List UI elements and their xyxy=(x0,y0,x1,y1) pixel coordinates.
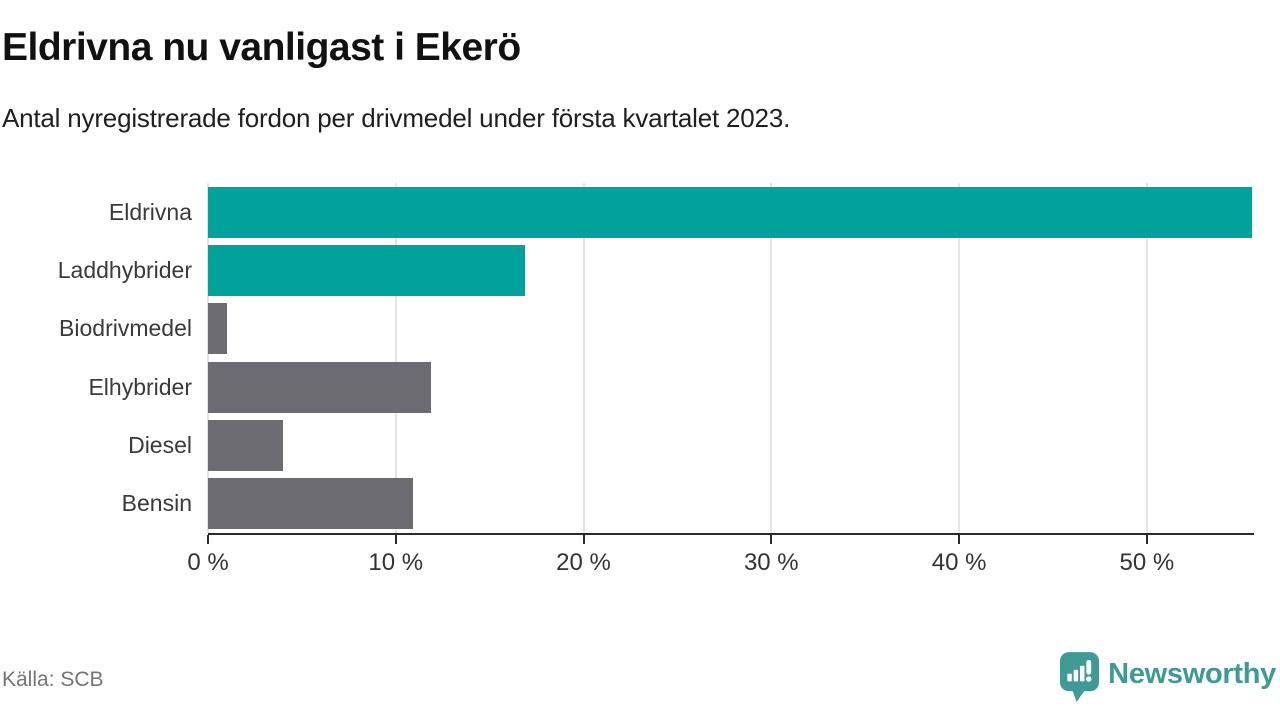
page-title: Eldrivna nu vanligast i Ekerö xyxy=(2,26,521,69)
category-label: Diesel xyxy=(128,432,192,458)
newsworthy-logo: Newsworthy xyxy=(1060,650,1276,704)
x-tick xyxy=(1145,535,1148,544)
x-tick xyxy=(770,535,773,544)
category-label: Laddhybrider xyxy=(57,257,192,283)
category-label: Biodrivmedel xyxy=(59,315,192,342)
source-text: Källa: SCB xyxy=(2,668,104,691)
gridline xyxy=(958,183,961,533)
x-tick xyxy=(394,535,397,544)
newsworthy-logo-text: Newsworthy xyxy=(1108,657,1276,690)
bar-biodrivmedel xyxy=(208,303,227,355)
bar-diesel xyxy=(208,420,284,471)
plot-area xyxy=(207,183,1252,533)
x-tick-label: 40 % xyxy=(931,549,987,576)
bar-laddhybrider xyxy=(208,245,526,296)
bar-eldrivna xyxy=(208,186,1252,238)
gridline xyxy=(207,183,209,533)
gridline xyxy=(1145,183,1148,533)
x-axis-line xyxy=(208,533,1254,535)
x-tick xyxy=(207,535,209,544)
newsworthy-logo-icon xyxy=(1060,651,1100,702)
page-subtitle: Antal nyregistrerade fordon per drivmede… xyxy=(2,103,791,133)
gridline xyxy=(582,183,585,533)
category-label: Bensin xyxy=(121,490,192,517)
category-label: Eldrivna xyxy=(108,198,192,225)
x-tick-label: 10 % xyxy=(368,549,424,576)
x-tick xyxy=(582,535,585,544)
x-tick-label: 30 % xyxy=(743,549,799,576)
bar-bensin xyxy=(208,478,413,530)
x-tick-label: 50 % xyxy=(1119,549,1175,576)
category-label: Elhybrider xyxy=(88,373,192,400)
gridline xyxy=(394,183,397,533)
x-tick-label: 0 % xyxy=(187,549,229,576)
gridline xyxy=(770,183,773,533)
category-axis: Eldrivna Laddhybrider Biodrivmedel Elhybrid… xyxy=(0,183,192,533)
bar-elhybrider xyxy=(208,361,432,413)
x-tick xyxy=(958,535,961,544)
x-tick-label: 20 % xyxy=(556,549,611,576)
